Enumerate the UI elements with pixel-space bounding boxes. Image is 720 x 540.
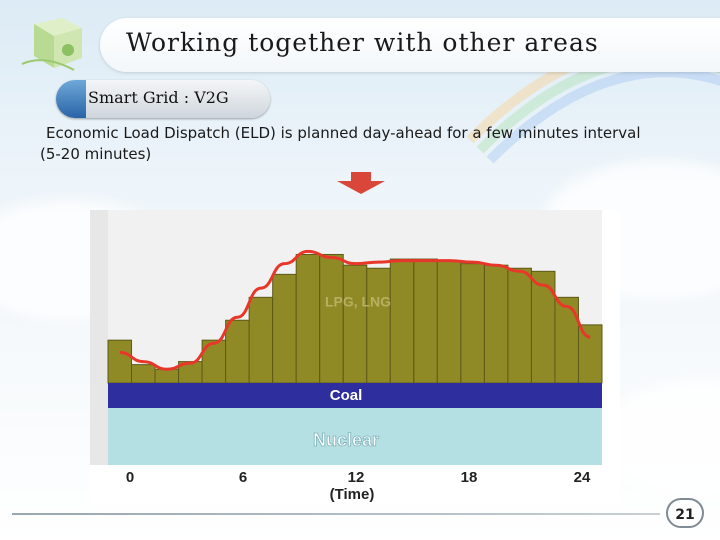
slide-subtitle: Smart Grid : V2G xyxy=(88,88,229,107)
bar-10 xyxy=(342,264,368,384)
bar-19 xyxy=(554,296,579,384)
x-tick-label: 24 xyxy=(574,469,591,486)
down-arrow-icon xyxy=(337,172,385,194)
x-tick-label: 12 xyxy=(348,469,365,486)
cube-logo-icon xyxy=(21,18,82,71)
nuclear-label: Nuclear xyxy=(313,430,379,450)
subtitle-pill xyxy=(56,80,270,118)
bar-7 xyxy=(272,273,297,384)
bar-9 xyxy=(319,253,344,384)
bar-6 xyxy=(248,296,274,384)
bar-12 xyxy=(389,258,415,384)
bar-16 xyxy=(483,264,509,384)
bar-11 xyxy=(366,267,391,384)
x-axis-label: (Time) xyxy=(330,486,375,503)
load-curve xyxy=(119,249,591,371)
coal-band xyxy=(108,383,602,408)
bar-5 xyxy=(225,319,250,384)
bar-15 xyxy=(460,263,485,384)
slide-title: Working together with other areas xyxy=(126,28,599,57)
bar-13 xyxy=(413,258,438,384)
load-dispatch-chart: Coal Nuclear LPG, LNG 0 6 12 18 24 (Time) xyxy=(90,210,620,505)
body-text: Economic Load Dispatch (ELD) is planned … xyxy=(40,124,641,163)
footer-divider xyxy=(12,513,660,515)
bar-1 xyxy=(131,364,156,384)
bar-14 xyxy=(436,260,462,384)
nuclear-band xyxy=(108,408,602,465)
x-tick-label: 18 xyxy=(461,469,478,486)
bar-8 xyxy=(295,253,321,384)
x-tick-label: 0 xyxy=(126,469,134,486)
bar-17 xyxy=(507,267,532,384)
bar-0 xyxy=(107,339,133,384)
pill-accent xyxy=(56,80,86,118)
chart-left-shade xyxy=(90,210,108,465)
lpg-lng-label: LPG, LNG xyxy=(325,294,391,310)
coal-label: Coal xyxy=(330,387,363,404)
bar-20 xyxy=(577,324,603,384)
title-bar xyxy=(100,18,720,72)
page-number: 21 xyxy=(666,498,704,528)
bar-2 xyxy=(154,368,180,384)
x-tick-label: 6 xyxy=(239,469,247,486)
